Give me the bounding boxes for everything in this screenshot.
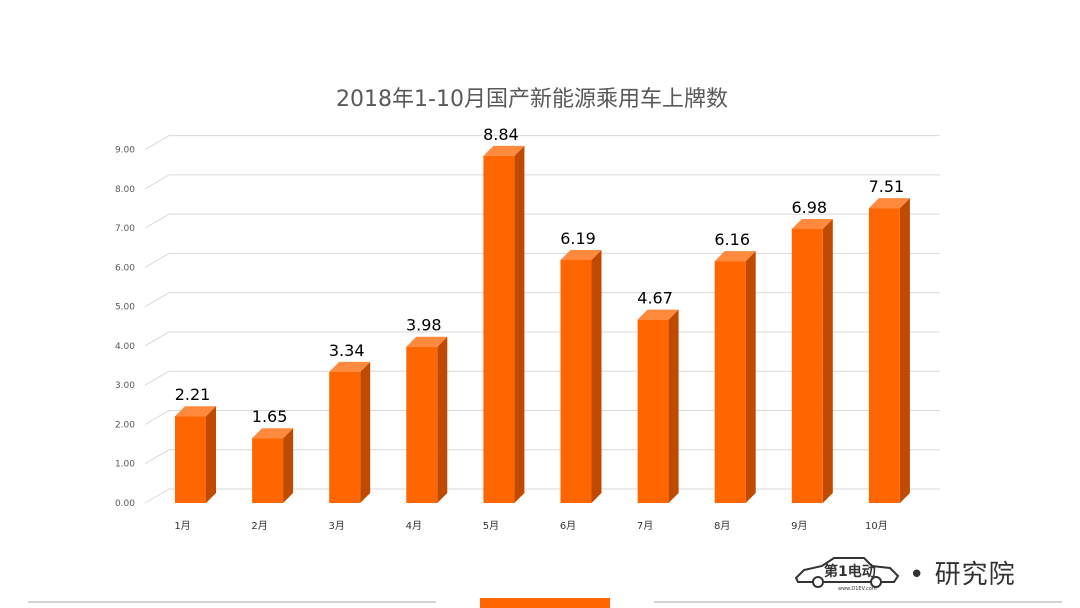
bar-side [899,198,910,504]
bar-side [745,251,756,503]
x-axis-ticks: 1月 2月 3月 4月 5月 6月 7月 8月 9月 10月 [174,520,887,532]
brand-name: 第1电动 [824,563,876,580]
gridline-diag [144,488,170,504]
y-tick-label: 0.00 [115,499,135,509]
bar-top [406,336,448,347]
x-tick-label: 2月 [251,520,267,532]
data-label: 6.16 [714,230,750,249]
bar-side [668,309,679,503]
gridline-diag [144,135,170,151]
data-label: 1.65 [252,407,288,426]
gridline-diag [144,410,170,425]
bar-side [822,218,833,503]
gridline-diag [144,449,170,465]
bar-side [360,361,371,503]
y-tick-label: 8.00 [115,185,135,195]
bar-top [791,218,833,229]
bar-front [637,319,669,503]
bar-top [868,198,910,209]
bar [714,251,756,503]
data-label: 7.51 [869,177,905,196]
x-tick-label: 7月 [637,520,653,532]
bar-front [560,259,592,503]
y-tick-label: 5.00 [115,303,135,313]
data-label: 4.67 [637,289,673,308]
bar-top [483,145,525,156]
y-tick-label: 1.00 [115,460,135,470]
gridline-diag [144,292,170,308]
x-tick-label: 1月 [174,520,190,532]
y-tick-label: 2.00 [115,420,135,430]
chart-title: 2018年1-10月国产新能源乘用车上牌数 [336,87,728,112]
bar-top [175,406,216,417]
data-label: 8.84 [483,125,519,144]
bar [175,406,216,503]
brand-url: www.D1EV.com [838,586,877,592]
data-label: 3.34 [329,341,365,360]
bars: 2.21 1.65 3.34 3.98 8.84 6.19 4.67 6.16 6.98 7.51 [175,125,910,504]
x-tick-label: 3月 [329,520,345,532]
y-tick-label: 7.00 [115,224,135,234]
y-tick-label: 3.00 [115,381,135,391]
footer-accent [480,598,610,608]
bar-front [406,346,438,503]
brand-logo: 第1电动 www.D1EV.com • 研究院 [794,552,1054,592]
bar-top [714,251,756,262]
y-axis-ticks: 0.00 1.00 2.00 3.00 4.00 5.00 6.00 7.00 8.00 9.00 [115,146,135,509]
bar-top [637,309,679,320]
x-tick-label: 4月 [406,520,422,532]
bar-front [252,438,284,503]
bar-side [514,145,525,503]
x-tick-label: 6月 [560,520,576,532]
x-tick-label: 5月 [483,520,499,532]
y-tick-label: 6.00 [115,263,135,273]
x-tick-label: 10月 [865,520,888,532]
bar [868,198,910,504]
data-label: 3.98 [406,316,442,335]
bar-front [791,228,823,503]
y-tick-label: 4.00 [115,342,135,352]
bar [483,145,525,503]
logo-dot: • [909,560,926,590]
car-icon: 第1电动 www.D1EV.com [794,557,900,592]
bar-top [252,428,294,439]
bar [329,361,371,503]
bar-front [483,155,515,503]
logo-suffix: 研究院 [934,560,1016,590]
bar-front [714,261,746,503]
bar [637,309,679,503]
bar-top [329,361,371,372]
bar-side [283,428,294,503]
gridline-diag [144,252,170,268]
bar [560,249,602,503]
bar-side [591,249,602,503]
bar [252,428,294,503]
bar [791,218,833,503]
data-label: 6.19 [560,229,596,248]
x-tick-label: 8月 [714,520,730,532]
footer-line-left [28,601,436,603]
gridline-diag [144,213,170,229]
y-tick-label: 9.00 [115,146,135,156]
bar-side [437,336,448,503]
bar-front [868,208,900,504]
bar-side [206,406,216,503]
gridline-diag [144,331,170,347]
data-label: 2.21 [175,385,211,404]
bar [406,336,448,503]
gridline-diag [144,370,170,386]
footer-line-right [654,601,1062,603]
gridline-diag [144,174,170,190]
bar-front [329,371,361,503]
bar-top [560,249,602,260]
x-tick-label: 9月 [791,520,807,532]
data-label: 6.98 [791,198,827,217]
bar-front [175,416,206,503]
